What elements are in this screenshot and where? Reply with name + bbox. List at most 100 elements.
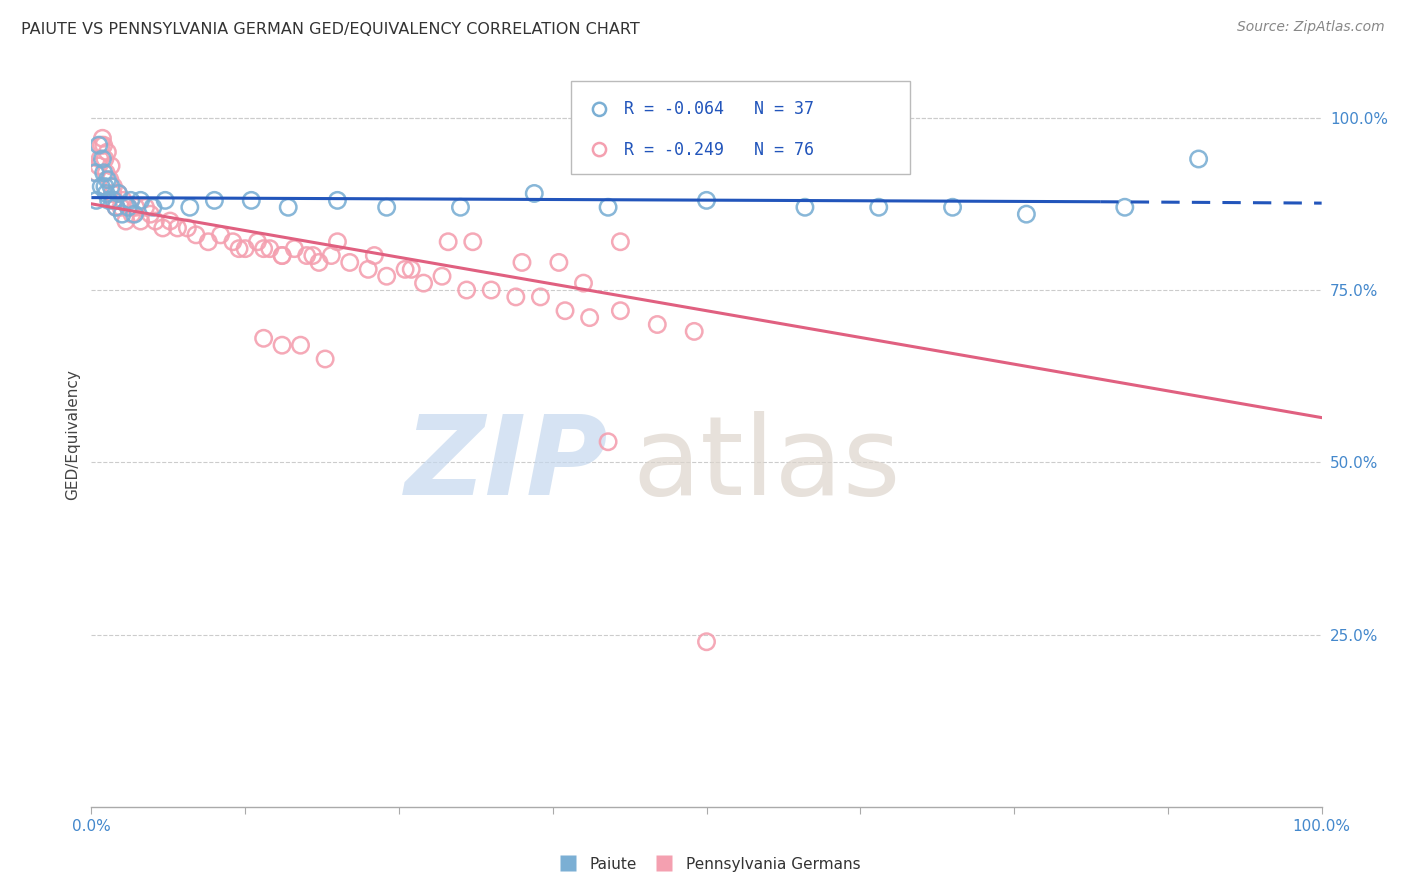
Point: [1114, 200, 1136, 214]
Point: [588, 191, 610, 205]
Point: [145, 214, 166, 228]
Point: [120, 194, 142, 208]
Point: [91, 152, 114, 166]
Point: [86, 194, 108, 208]
Point: [124, 207, 146, 221]
Point: [114, 214, 138, 228]
Point: [461, 235, 484, 249]
Point: [588, 154, 610, 169]
Point: [295, 248, 318, 262]
Point: [645, 318, 669, 332]
Point: [253, 331, 276, 345]
Point: [152, 221, 174, 235]
Point: [202, 194, 225, 208]
Point: [94, 152, 117, 166]
Y-axis label: GED/Equivalency: GED/Equivalency: [65, 369, 80, 500]
Legend: Paiute, Pennsylvania Germans: Paiute, Pennsylvania Germans: [547, 851, 866, 878]
Point: [529, 290, 551, 304]
Point: [84, 166, 107, 180]
Point: [153, 194, 177, 208]
Point: [184, 227, 207, 242]
Point: [139, 207, 162, 221]
Point: [159, 214, 181, 228]
Point: [110, 200, 132, 214]
Point: [326, 235, 349, 249]
Point: [87, 138, 110, 153]
Point: [209, 227, 232, 242]
Point: [271, 338, 294, 352]
Text: PAIUTE VS PENNSYLVANIA GERMAN GED/EQUIVALENCY CORRELATION CHART: PAIUTE VS PENNSYLVANIA GERMAN GED/EQUIVA…: [21, 22, 640, 37]
Point: [510, 255, 533, 269]
Point: [93, 138, 115, 153]
Point: [98, 172, 121, 186]
Point: [111, 207, 134, 221]
Point: [197, 235, 219, 249]
Point: [103, 179, 125, 194]
Point: [695, 634, 717, 648]
Point: [121, 207, 143, 221]
Point: [308, 255, 330, 269]
Point: [253, 242, 276, 256]
Point: [91, 131, 114, 145]
Text: atlas: atlas: [633, 411, 901, 518]
Text: R = -0.064   N = 37: R = -0.064 N = 37: [624, 101, 814, 119]
Point: [86, 166, 108, 180]
Point: [142, 200, 165, 214]
Point: [695, 194, 717, 208]
Point: [554, 303, 576, 318]
Point: [609, 303, 631, 318]
Point: [339, 255, 361, 269]
Point: [321, 248, 343, 262]
Point: [90, 138, 112, 153]
Point: [394, 262, 416, 277]
Point: [596, 200, 619, 214]
Point: [96, 186, 117, 201]
Point: [233, 242, 256, 256]
Point: [90, 179, 112, 194]
Point: [271, 248, 294, 262]
Point: [290, 338, 312, 352]
Text: R = -0.249   N = 76: R = -0.249 N = 76: [624, 141, 814, 159]
Point: [578, 310, 600, 325]
Point: [547, 255, 569, 269]
Point: [868, 200, 890, 214]
Point: [479, 283, 502, 297]
Point: [1187, 152, 1209, 166]
Point: [117, 200, 139, 214]
Point: [449, 200, 471, 214]
Point: [89, 152, 111, 166]
Point: [246, 235, 269, 249]
Point: [523, 186, 546, 201]
Point: [96, 145, 118, 160]
Text: ZIP: ZIP: [405, 411, 607, 518]
Point: [97, 194, 120, 208]
Text: Source: ZipAtlas.com: Source: ZipAtlas.com: [1237, 20, 1385, 34]
Point: [107, 186, 129, 201]
Point: [129, 194, 152, 208]
Point: [326, 194, 349, 208]
Point: [437, 235, 460, 249]
Point: [456, 283, 478, 297]
Point: [107, 186, 129, 201]
Point: [572, 276, 595, 290]
Point: [609, 235, 631, 249]
Point: [271, 248, 294, 262]
Point: [314, 351, 336, 366]
Point: [412, 276, 434, 290]
Point: [222, 235, 245, 249]
Point: [683, 325, 706, 339]
Point: [124, 200, 146, 214]
Point: [101, 186, 124, 201]
Point: [283, 242, 305, 256]
Point: [100, 159, 122, 173]
Point: [96, 172, 118, 186]
Point: [96, 166, 117, 180]
Point: [103, 194, 125, 208]
Point: [240, 194, 263, 208]
Point: [94, 179, 117, 194]
Point: [93, 166, 115, 180]
Point: [1015, 207, 1038, 221]
Point: [363, 248, 385, 262]
Point: [375, 200, 398, 214]
Point: [105, 200, 127, 214]
